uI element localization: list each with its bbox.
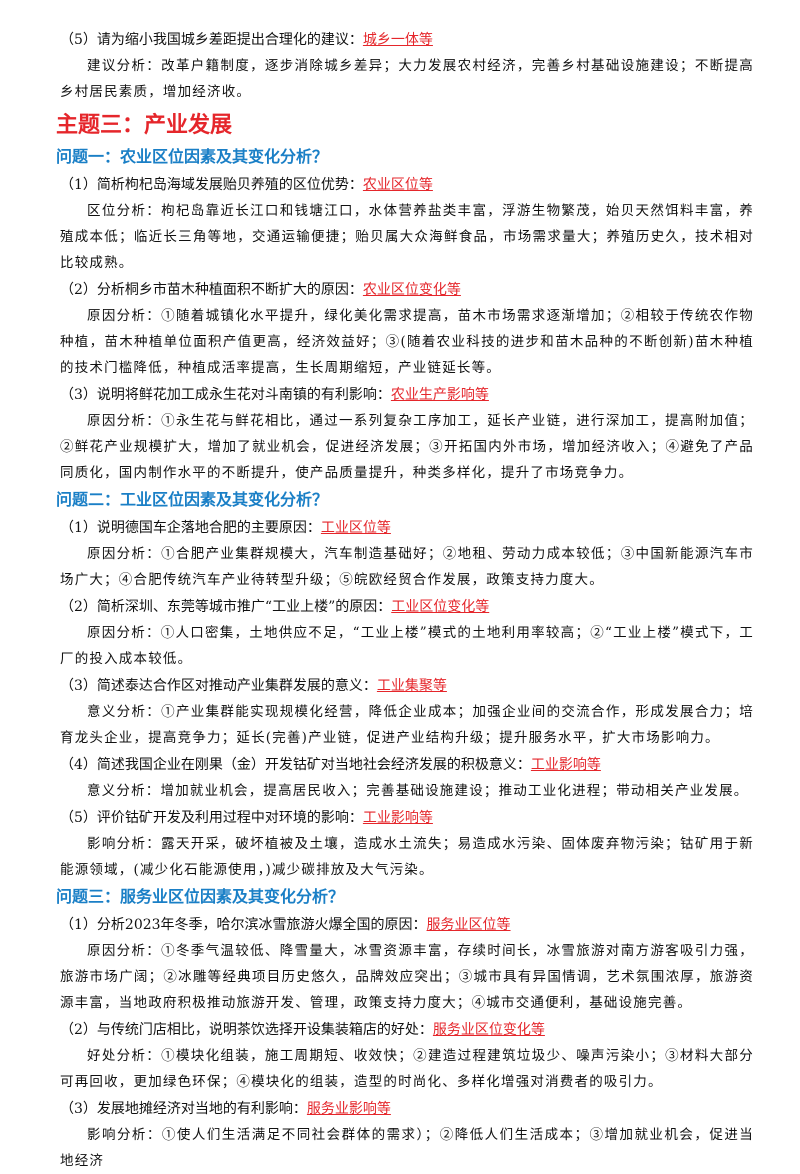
problem-title: 问题三：服务业区位因素及其变化分析？ bbox=[56, 887, 345, 906]
page: （5）请为缩小我国城乡差距提出合理化的建议：城乡一体等建议分析：改革户籍制度，逐… bbox=[56, 32, 753, 1169]
problem-title: 问题二：工业区位因素及其变化分析？ bbox=[56, 490, 329, 509]
analysis: 意义分析：①产业集群能实现规模化经营，降低企业成本；加强企业间的交流合作，形成发… bbox=[60, 704, 754, 746]
question: （1）简析枸杞岛海域发展贻贝养殖的区位优势：农业区位等 bbox=[60, 173, 754, 198]
problem-title: 问题一：农业区位因素及其变化分析？ bbox=[56, 147, 329, 166]
question-text: （2）分析桐乡市苗木种植面积不断扩大的原因： bbox=[60, 282, 363, 298]
question: （3）简述泰达合作区对推动产业集群发展的意义：工业集聚等 bbox=[60, 674, 754, 699]
answer-tag: 工业集聚等 bbox=[376, 678, 447, 694]
answer-tag: 工业影响等 bbox=[362, 810, 433, 826]
question: （1）说明德国车企落地合肥的主要原因：工业区位等 bbox=[60, 516, 754, 541]
analysis: 原因分析：①永生花与鲜花相比，通过一系列复杂工序加工，延长产业链，进行深加工，提… bbox=[60, 413, 754, 481]
question-text: （4）简述我国企业在刚果（金）开发钴矿对当地社会经济发展的积极意义： bbox=[60, 757, 531, 773]
question-text: （5）请为缩小我国城乡差距提出合理化的建议： bbox=[60, 32, 363, 48]
question: （1）分析2023年冬季，哈尔滨冰雪旅游火爆全国的原因：服务业区位等 bbox=[60, 913, 754, 938]
analysis: 原因分析：①合肥产业集群规模大，汽车制造基础好；②地租、劳动力成本较低；③中国新… bbox=[60, 546, 754, 588]
answer-tag: 农业生产影响等 bbox=[390, 387, 489, 403]
question: （5）请为缩小我国城乡差距提出合理化的建议：城乡一体等 bbox=[60, 28, 754, 53]
topic-title: 主题三：产业发展 bbox=[56, 113, 233, 138]
analysis: 原因分析：①随着城镇化水平提升，绿化美化需求提高，苗木市场需求逐渐增加；②相较于… bbox=[60, 308, 754, 376]
question-text: （3）发展地摊经济对当地的有利影响： bbox=[60, 1101, 307, 1117]
analysis: 原因分析：①冬季气温较低、降雪量大，冰雪资源丰富，存续时间长，冰雪旅游对南方游客… bbox=[60, 943, 754, 1011]
question-text: （2）简析深圳、东莞等城市推广“工业上楼”的原因： bbox=[60, 599, 392, 615]
answer-tag: 农业区位等 bbox=[362, 177, 433, 193]
question: （2）简析深圳、东莞等城市推广“工业上楼”的原因：工业区位变化等 bbox=[60, 595, 754, 620]
answer-tag: 服务业区位等 bbox=[426, 917, 511, 933]
question: （4）简述我国企业在刚果（金）开发钴矿对当地社会经济发展的积极意义：工业影响等 bbox=[60, 753, 754, 778]
analysis: 影响分析：露天开采，破坏植被及土壤，造成水土流失；易造成水污染、固体废弃物污染；… bbox=[60, 836, 754, 878]
question-text: （3）说明将鲜花加工成永生花对斗南镇的有利影响： bbox=[60, 387, 391, 403]
answer-tag: 工业区位变化等 bbox=[391, 599, 490, 615]
answer-tag: 服务业影响等 bbox=[306, 1101, 391, 1117]
analysis: 影响分析：①使人们生活满足不同社会群体的需求）；②降低人们生活成本；③增加就业机… bbox=[60, 1127, 754, 1169]
question-text: （2）与传统门店相比，说明茶饮选择开设集装箱店的好处： bbox=[60, 1022, 433, 1038]
question-text: （5）评价钴矿开发及利用过程中对环境的影响： bbox=[60, 810, 363, 826]
question-text: （1）分析2023年冬季，哈尔滨冰雪旅游火爆全国的原因： bbox=[60, 917, 427, 933]
answer-tag: 工业区位等 bbox=[320, 520, 391, 536]
analysis: 区位分析：枸杞岛靠近长江口和钱塘江口，水体营养盐类丰富，浮游生物繁茂，始贝天然饵… bbox=[60, 203, 754, 271]
question: （3）发展地摊经济对当地的有利影响：服务业影响等 bbox=[60, 1097, 754, 1122]
question-text: （1）说明德国车企落地合肥的主要原因： bbox=[60, 520, 321, 536]
analysis: 原因分析：①人口密集，土地供应不足，“工业上楼”模式的土地利用率较高；②“工业上… bbox=[60, 625, 754, 667]
answer-tag: 城乡一体等 bbox=[362, 32, 433, 48]
question: （2）与传统门店相比，说明茶饮选择开设集装箱店的好处：服务业区位变化等 bbox=[60, 1018, 754, 1043]
analysis: 意义分析：增加就业机会，提高居民收入；完善基础设施建设；推动工业化进程；带动相关… bbox=[87, 783, 749, 799]
analysis: 好处分析：①模块化组装，施工周期短、收效快；②建造过程建筑垃圾少、噪声污染小；③… bbox=[60, 1048, 754, 1090]
answer-tag: 服务业区位变化等 bbox=[432, 1022, 545, 1038]
question: （3）说明将鲜花加工成永生花对斗南镇的有利影响：农业生产影响等 bbox=[60, 383, 754, 408]
question: （5）评价钴矿开发及利用过程中对环境的影响：工业影响等 bbox=[60, 806, 754, 831]
question-text: （3）简述泰达合作区对推动产业集群发展的意义： bbox=[60, 678, 377, 694]
question-text: （1）简析枸杞岛海域发展贻贝养殖的区位优势： bbox=[60, 177, 363, 193]
analysis: 建议分析：改革户籍制度，逐步消除城乡差异；大力发展农村经济，完善乡村基础设施建设… bbox=[60, 58, 754, 100]
answer-tag: 工业影响等 bbox=[530, 757, 601, 773]
question: （2）分析桐乡市苗木种植面积不断扩大的原因：农业区位变化等 bbox=[60, 278, 754, 303]
answer-tag: 农业区位变化等 bbox=[362, 282, 461, 298]
